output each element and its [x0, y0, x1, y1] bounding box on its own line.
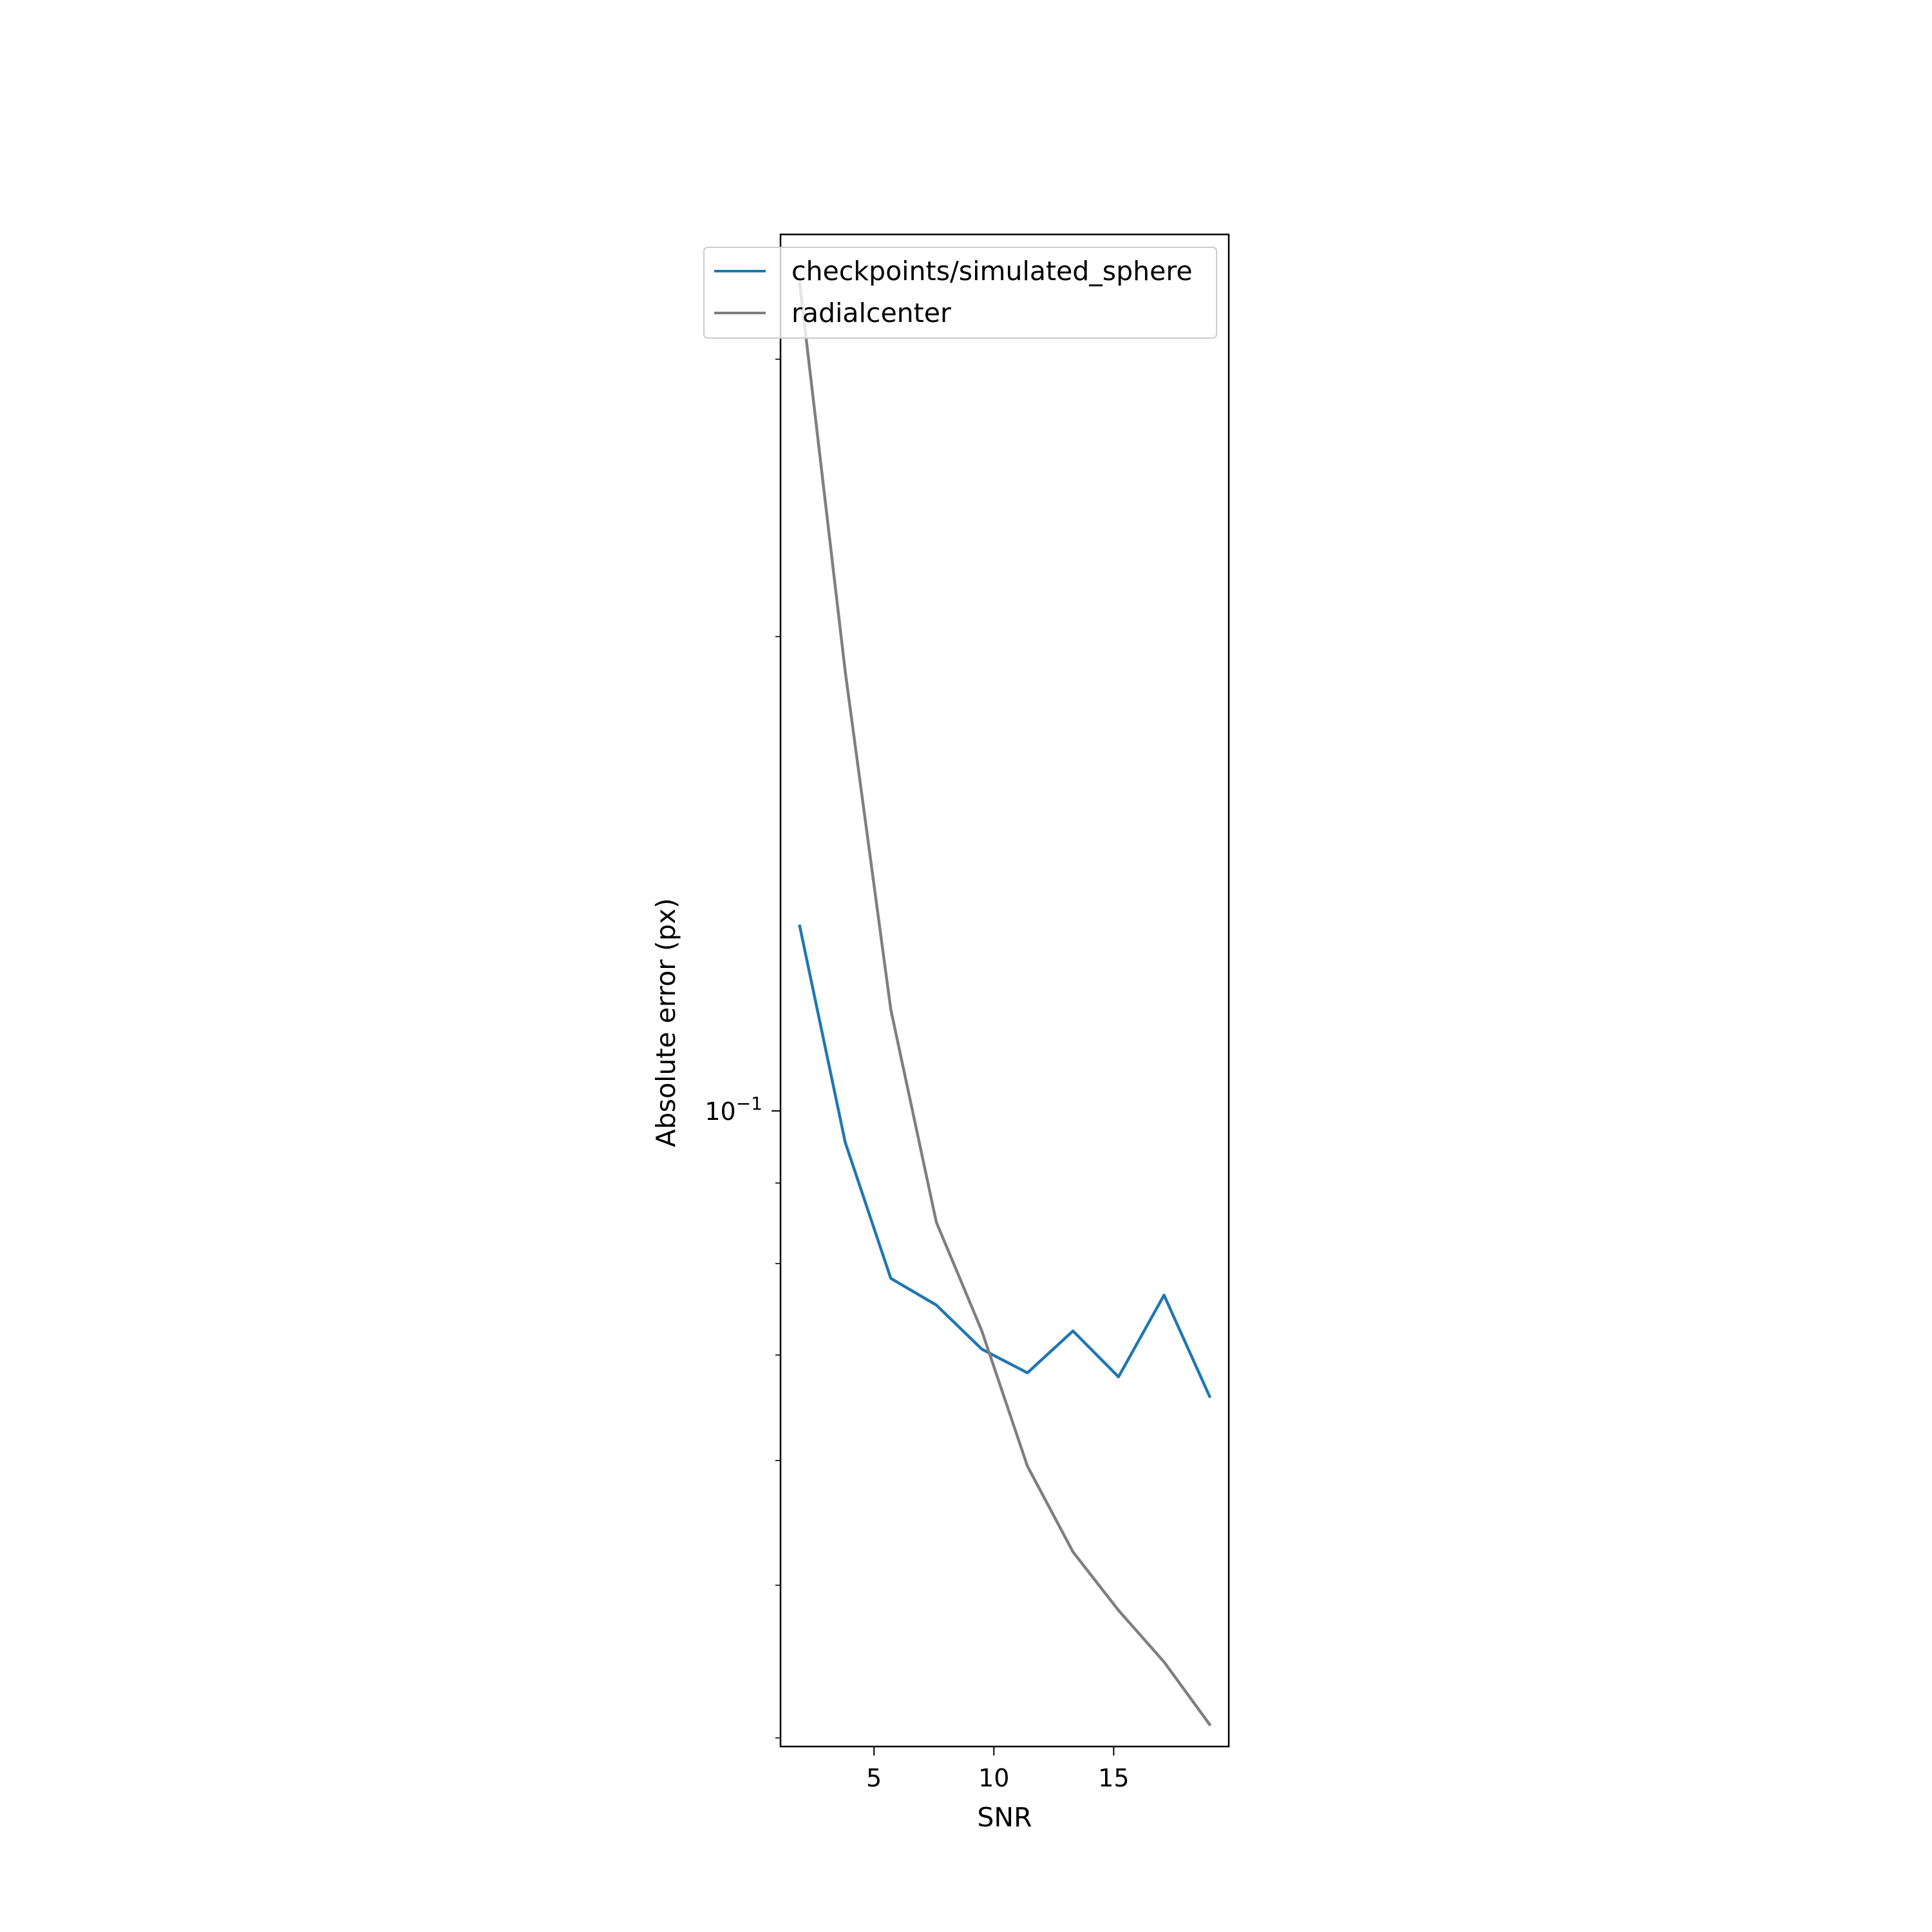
x-axis-title: SNR [977, 1802, 1032, 1833]
series-group-0 [798, 924, 1212, 1399]
series-line-radialcenter [798, 282, 1212, 1727]
x-tick-label: 15 [1098, 1764, 1129, 1792]
x-tick-label: 5 [866, 1764, 882, 1792]
plot-background [781, 234, 1229, 1747]
series-line-checkpoints [798, 924, 1212, 1399]
plot-area [781, 234, 1229, 1747]
y-axis-title: Absolute error (px) [650, 898, 681, 1148]
legend-label-checkpoints: checkpoints/simulated_sphere [791, 256, 1193, 287]
x-tick-label: 10 [978, 1764, 1009, 1792]
axes-layer: 5 10 15 10−1 [705, 233, 1230, 1792]
legend-box [703, 247, 1217, 339]
series-layer [798, 282, 1212, 1727]
legend-label-radialcenter: radialcenter [791, 298, 951, 328]
series-group-1 [798, 282, 1212, 1727]
axes-frame [779, 233, 1230, 1748]
legend: checkpoints/simulated_sphere radialcente… [703, 247, 1217, 339]
y-tick-label: 10−1 [705, 1093, 762, 1126]
